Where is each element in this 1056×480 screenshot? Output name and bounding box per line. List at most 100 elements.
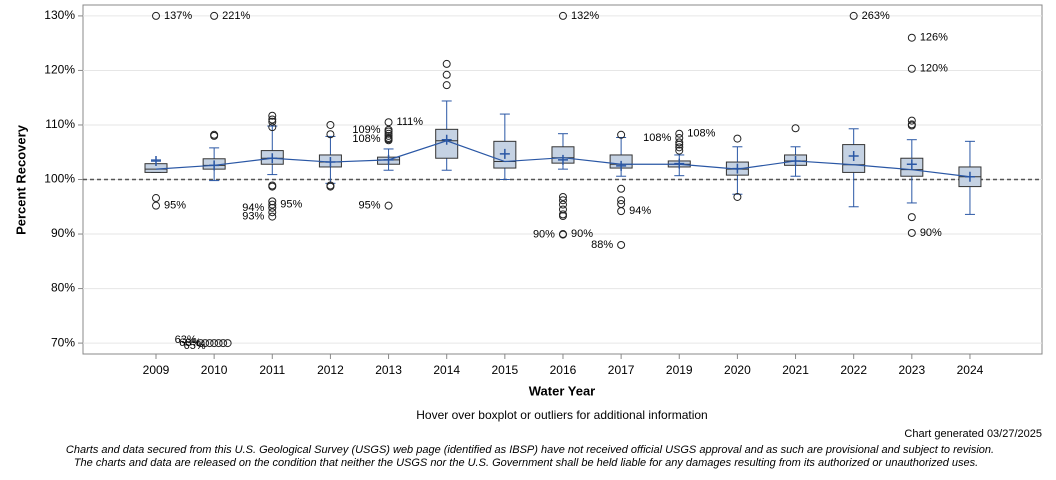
outlier-label: 126% <box>920 32 948 44</box>
outlier <box>558 196 567 205</box>
y-tick-label: 70% <box>51 335 75 349</box>
y-tick-label: 80% <box>51 281 75 295</box>
outlier-label: 65% <box>184 340 206 352</box>
outlier <box>617 196 626 205</box>
outlier <box>907 213 916 222</box>
outlier <box>733 134 742 143</box>
outlier <box>268 212 277 221</box>
mean-marker <box>441 134 452 145</box>
outlier <box>268 117 277 126</box>
outlier-label: 93% <box>242 210 264 222</box>
x-tick-label: 2014 <box>433 363 460 377</box>
outlier <box>268 115 277 124</box>
outlier <box>210 11 219 20</box>
outlier <box>617 130 626 139</box>
outlier-label: 94% <box>629 205 651 217</box>
outlier-label: 221% <box>222 10 250 22</box>
mean-marker <box>906 159 917 170</box>
outlier <box>152 201 160 210</box>
x-tick-label: 2017 <box>608 363 635 377</box>
outlier <box>223 339 232 348</box>
outlier-label: 108% <box>352 133 380 145</box>
outlier <box>675 143 684 152</box>
outlier-label: 68% <box>179 337 201 349</box>
mean-marker <box>499 148 510 159</box>
outlier-label: 90% <box>571 228 593 240</box>
x-tick-label: 2015 <box>491 363 518 377</box>
outlier <box>326 130 335 139</box>
outlier <box>268 111 277 120</box>
outlier <box>214 339 223 348</box>
outlier <box>675 146 684 155</box>
outlier <box>384 131 393 140</box>
outlier <box>907 33 916 42</box>
outlier <box>152 11 160 20</box>
outlier <box>210 131 219 140</box>
outlier <box>268 181 277 190</box>
outlier <box>268 208 277 217</box>
outlier-label: 120% <box>920 63 948 75</box>
outlier <box>907 228 916 237</box>
outlier <box>442 59 451 68</box>
outlier-label: 108% <box>687 128 715 140</box>
outlier <box>558 230 567 239</box>
outlier-label: 95% <box>164 200 186 212</box>
disclaimer: The charts and data are released on the … <box>74 457 978 469</box>
outlier <box>558 200 567 209</box>
outlier <box>384 135 393 144</box>
x-tick-label: 2019 <box>666 363 693 377</box>
x-tick-label: 2016 <box>550 363 577 377</box>
y-tick-label: 90% <box>51 226 75 240</box>
outlier-label: 94% <box>242 202 264 214</box>
outlier <box>617 207 626 216</box>
outlier <box>558 212 567 221</box>
outlier <box>210 339 219 348</box>
disclaimer: Charts and data secured from this U.S. G… <box>66 444 994 456</box>
y-tick-label: 130% <box>44 8 75 22</box>
x-tick-label: 2010 <box>201 363 228 377</box>
y-tick-label: 120% <box>44 63 75 77</box>
outlier <box>205 339 214 348</box>
y-axis-label: Percent Recovery <box>13 124 28 235</box>
x-tick-label: 2011 <box>259 363 285 377</box>
outlier <box>675 138 684 147</box>
outlier <box>201 339 210 348</box>
outlier <box>326 182 335 191</box>
x-tick-label: 2021 <box>782 363 809 377</box>
outlier <box>326 120 335 129</box>
outlier <box>219 339 228 348</box>
x-tick-label: 2020 <box>724 363 751 377</box>
median-line <box>155 140 971 178</box>
outlier <box>268 200 277 209</box>
outlier <box>907 116 916 125</box>
x-tick-label: 2023 <box>898 363 925 377</box>
x-tick-label: 2013 <box>375 363 402 377</box>
outlier <box>617 184 626 193</box>
outlier <box>442 70 451 79</box>
outlier-label: 88% <box>591 239 613 251</box>
outlier <box>384 201 393 210</box>
outlier <box>558 192 567 201</box>
x-axis-label: Water Year <box>529 383 596 398</box>
outlier <box>907 121 916 130</box>
outlier-label: 90% <box>920 227 942 239</box>
mean-marker <box>616 160 627 171</box>
outlier-label: 137% <box>164 10 192 22</box>
outlier <box>617 240 626 249</box>
outlier <box>791 124 800 133</box>
outlier <box>152 194 160 203</box>
outlier-label: 263% <box>862 10 890 22</box>
outlier-label: 90% <box>533 228 555 240</box>
generated-date: Chart generated 03/27/2025 <box>904 428 1042 440</box>
outlier <box>442 81 451 90</box>
x-tick-label: 2009 <box>143 363 170 377</box>
outlier <box>849 11 858 20</box>
outlier <box>733 192 742 201</box>
outlier-label: 132% <box>571 10 599 22</box>
outlier-label: 109% <box>352 124 380 136</box>
outlier <box>268 203 277 212</box>
outlier <box>675 140 684 149</box>
x-tick-label: 2024 <box>957 363 984 377</box>
outlier <box>196 339 205 348</box>
